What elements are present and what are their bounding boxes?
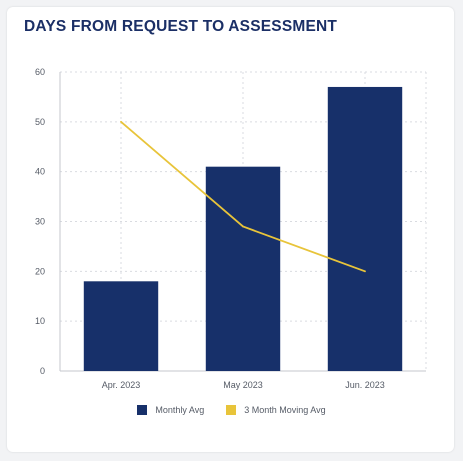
legend-swatch (137, 405, 148, 415)
chart-title: DAYS FROM REQUEST TO ASSESSMENT (24, 18, 338, 35)
x-tick-label: Jun. 2023 (345, 380, 385, 390)
line-layer (120, 120, 366, 273)
bar-monthly-avg (83, 281, 159, 371)
y-tick-label: 20 (35, 266, 45, 276)
bar-monthly-avg (205, 166, 281, 371)
bar-monthly-avg (327, 86, 403, 371)
x-tick-label: Apr. 2023 (102, 380, 141, 390)
point-moving-avg (242, 225, 244, 228)
legend-label: Monthly Avg (155, 405, 205, 415)
legend-swatch (226, 405, 237, 415)
y-tick-label: 60 (35, 67, 45, 77)
y-tick-label: 0 (40, 366, 45, 376)
legend-label: 3 Month Moving Avg (244, 405, 326, 415)
point-moving-avg (364, 270, 366, 273)
bar-layer (83, 86, 403, 371)
legend-item[interactable]: 3 Month Moving Avg (226, 405, 326, 415)
y-tick-label: 50 (35, 117, 45, 127)
legend-item[interactable]: Monthly Avg (137, 405, 204, 415)
chart-legend: Monthly Avg 3 Month Moving Avg (0, 405, 463, 415)
y-tick-label: 10 (35, 316, 45, 326)
point-moving-avg (120, 120, 122, 123)
y-tick-label: 30 (35, 217, 45, 227)
x-tick-label: May 2023 (223, 380, 263, 390)
label-layer: 0 10 20 30 40 50 60 Apr. 2023 May 2023 Jun. 2023 (35, 67, 385, 390)
y-tick-label: 40 (35, 167, 45, 177)
